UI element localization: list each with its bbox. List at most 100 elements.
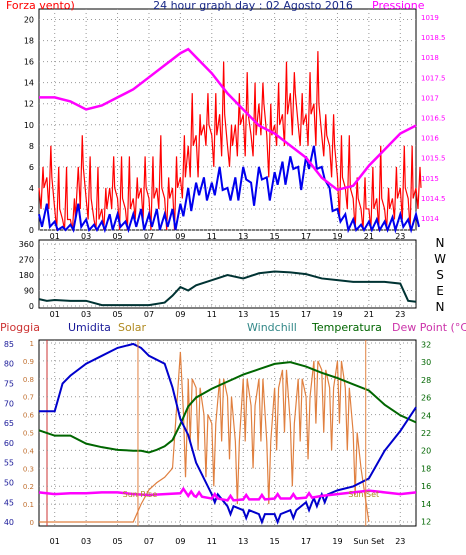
p3-x-tick: Sun Set [353, 537, 384, 546]
panel2-x-ticks: 01 03 05 07 09 11 13 15 17 19 21 23 [50, 310, 406, 319]
p2-x-tick: 15 [270, 310, 280, 319]
p3-right-tick: 18 [421, 464, 431, 473]
p1-right-tick: 1017 [421, 94, 439, 102]
panel1-right-ticks: 1014 1014.5 1015 1015.5 1016 1016.5 1017 1017.5… [421, 14, 446, 223]
p1-left-tick: 10 [24, 121, 34, 130]
p2-direction-label: N [436, 300, 445, 314]
p1-right-tick: 1017.5 [421, 74, 446, 82]
p1-left-tick: 18 [24, 37, 34, 46]
p3-inner-tick: 0.6 [23, 412, 35, 420]
p1-right-tick: 1018 [421, 54, 439, 62]
p3-left-tick: 40 [4, 518, 14, 527]
panel1-x-ticks: 01 03 05 07 09 11 13 15 17 19 21 23 [50, 232, 406, 241]
p2-x-tick: 17 [301, 310, 311, 319]
p3-inner-tick: 0.2 [23, 483, 34, 491]
panel2-left-ticks: 0 90 180 270 360 [19, 240, 34, 311]
panel-wind-pressure: 24 hour graph day : 02 Agosto 2016 Forza… [6, 0, 446, 241]
panel3-left-ticks: 40 45 50 55 60 65 70 75 80 85 [4, 340, 14, 527]
p1-right-tick: 1014 [421, 215, 439, 223]
p2-x-tick: 05 [112, 310, 122, 319]
p2-x-tick: 03 [81, 310, 91, 319]
p3-right-tick: 22 [421, 429, 431, 438]
p3-left-tick: 55 [4, 459, 14, 468]
p2-x-tick: 13 [238, 310, 248, 319]
p2-x-tick: 19 [332, 310, 342, 319]
p3-inner-tick: 0.9 [23, 358, 34, 366]
p1-x-tick: 19 [332, 232, 342, 241]
p3-x-tick: 17 [301, 537, 311, 546]
p3-x-tick: 01 [50, 537, 60, 546]
p1-x-tick: 23 [395, 232, 405, 241]
p3-right-tick: 12 [421, 518, 431, 527]
p1-left-tick: 4 [29, 184, 34, 193]
p1-left-tick: 20 [24, 16, 34, 25]
p1-left-tick: 8 [29, 142, 34, 151]
p3-inner-tick: 0.4 [23, 447, 35, 455]
p3-left-tick: 60 [4, 439, 14, 448]
p1-right-tick: 1016.5 [421, 114, 446, 122]
p3-legend-label: Umidita [68, 321, 111, 334]
p1-right-tick: 1015 [421, 175, 439, 183]
series-gust [38, 51, 422, 231]
panel1-grid [39, 9, 416, 231]
p3-x-tick: 23 [395, 537, 405, 546]
series-temperature [38, 361, 417, 454]
p2-x-tick: 09 [175, 310, 185, 319]
p2-left-tick: 360 [19, 240, 34, 249]
panel-temp-humidity: Pioggia Umidita Solar Windchill Temperatura D… [0, 321, 466, 546]
p1-x-tick: 01 [50, 232, 60, 241]
p2-direction-label: N [436, 236, 445, 250]
p3-inner-tick: 0 [30, 519, 34, 527]
p1-x-tick: 13 [238, 232, 248, 241]
p3-right-tick: 24 [421, 411, 431, 420]
p3-x-tick: 19 [332, 537, 342, 546]
p3-inner-tick: 0.5 [23, 430, 34, 438]
p3-legend-label: Temperatura [311, 321, 382, 334]
series-dewpoint [38, 486, 417, 502]
p2-x-tick: 21 [364, 310, 374, 319]
p2-left-tick: 180 [19, 271, 34, 280]
wind-axis-label: Forza vento) [6, 0, 75, 12]
p2-x-tick: 11 [207, 310, 217, 319]
p3-left-tick: 80 [4, 360, 14, 369]
p2-direction-label: E [436, 284, 444, 298]
p3-x-tick: 13 [238, 537, 248, 546]
p1-right-tick: 1014.5 [421, 195, 446, 203]
p3-left-tick: 50 [4, 478, 14, 487]
panel3-sun-markers: Sun Rise Sun Set [123, 340, 379, 526]
panel3-x-ticks: 01 03 05 07 09 11 13 15 17 19 Sun Set 23 [50, 537, 406, 546]
p3-legend-label: Pioggia [0, 321, 40, 334]
p1-x-tick: 21 [364, 232, 374, 241]
p2-x-tick: 01 [50, 310, 60, 319]
p3-x-tick: 09 [175, 537, 185, 546]
series-wind [38, 145, 420, 234]
p1-left-tick: 2 [29, 205, 34, 214]
p1-x-tick: 07 [144, 232, 154, 241]
series-direction [38, 270, 417, 307]
p3-right-tick: 14 [421, 500, 431, 509]
p3-x-tick: 11 [207, 537, 217, 546]
p3-x-tick: 03 [81, 537, 91, 546]
p3-right-tick: 26 [421, 394, 431, 403]
p3-left-tick: 75 [4, 380, 14, 389]
sunset-label: Sun Set [348, 490, 379, 499]
p1-x-tick: 15 [270, 232, 280, 241]
panel3-inner-ticks: 0 0.1 0.2 0.3 0.4 0.5 0.6 0.7 0.8 0.9 1 [23, 340, 35, 527]
p3-inner-tick: 0.1 [23, 501, 34, 509]
p3-right-tick: 20 [421, 447, 431, 456]
p2-direction-label: W [434, 252, 446, 266]
pressure-axis-label: Pressione [372, 0, 425, 12]
p1-left-tick: 0 [29, 226, 34, 235]
p3-inner-tick: 0.8 [23, 376, 34, 384]
p3-left-tick: 85 [4, 340, 14, 349]
p1-right-tick: 1016 [421, 135, 439, 143]
series-solar [39, 351, 370, 523]
p1-right-tick: 1015.5 [421, 155, 446, 163]
p1-right-tick: 1019 [421, 14, 439, 22]
p1-left-tick: 12 [24, 100, 34, 109]
panel1-series [38, 47, 422, 234]
p1-left-tick: 16 [24, 58, 34, 67]
